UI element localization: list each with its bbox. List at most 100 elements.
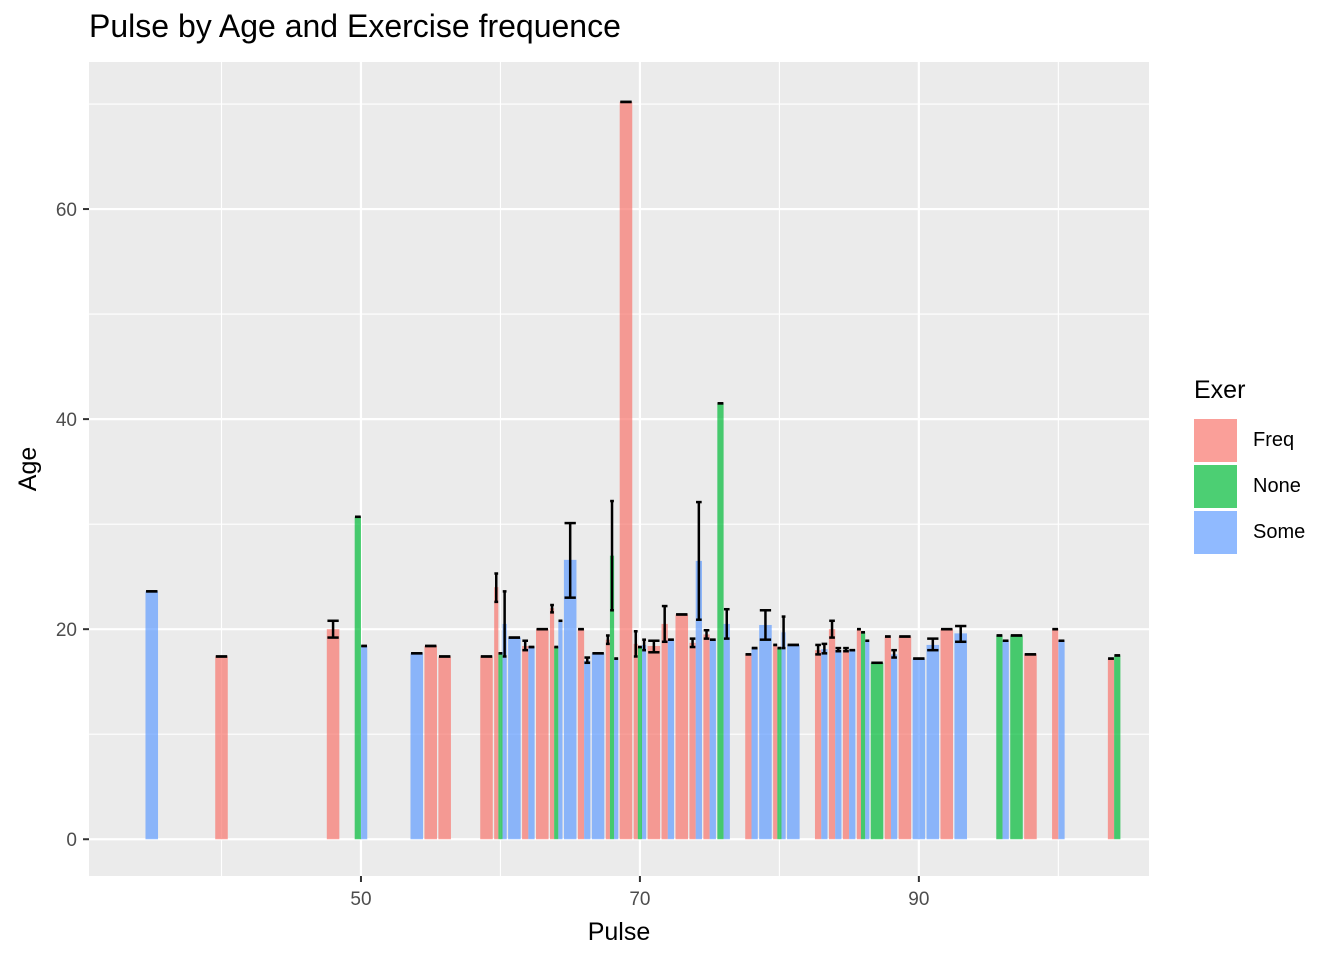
bar-none-50 <box>354 516 361 840</box>
errorbar-some-80 <box>781 615 786 650</box>
y-tick-label: 20 <box>56 620 77 641</box>
bar-freq-100 <box>1052 629 1059 840</box>
legend-key-freq <box>1194 418 1237 462</box>
bar-none-64 <box>554 647 559 840</box>
bar-some-100 <box>1058 640 1065 840</box>
bar-some-64 <box>558 620 563 840</box>
bar-some-50 <box>360 645 368 840</box>
y-axis-title: Age <box>14 447 42 491</box>
bar-freq-48 <box>326 629 340 840</box>
x-tick-label: 70 <box>629 889 650 910</box>
bar-freq-74 <box>689 642 696 840</box>
legend-label: Some <box>1253 520 1306 543</box>
errorbar-freq-84 <box>829 619 835 639</box>
bar-some-60 <box>502 623 507 840</box>
bar-freq-64 <box>549 608 555 840</box>
bar-freq-72 <box>661 623 668 840</box>
errorbar-freq-83 <box>815 643 821 656</box>
bar-freq-69 <box>619 101 633 840</box>
bar-some-79 <box>759 624 772 840</box>
bar-some-76 <box>723 623 730 840</box>
bar-some-65 <box>563 559 577 840</box>
bar-some-75 <box>709 639 716 840</box>
errorbar-freq-60 <box>494 572 499 604</box>
legend-item-some: Some <box>1194 509 1305 555</box>
bar-freq-80 <box>773 644 778 840</box>
bar-none-97 <box>1010 635 1023 840</box>
errorbar-some-93 <box>955 624 967 644</box>
bar-some-35 <box>145 591 159 840</box>
bar-some-96 <box>1002 640 1009 840</box>
bar-some-66 <box>584 660 591 840</box>
bar-none-70 <box>637 647 643 840</box>
chart-title: Pulse by Age and Exercise frequence <box>89 8 621 44</box>
bar-none-68 <box>609 555 615 840</box>
bar-freq-68 <box>605 639 610 840</box>
bar-some-83 <box>821 649 828 840</box>
bar-freq-85 <box>842 650 850 840</box>
errorbar-freq-70 <box>633 630 638 658</box>
errorbar-freq-85 <box>843 646 849 653</box>
y-tick-label: 60 <box>56 200 77 221</box>
axes: 50 70 90 0 20 40 60 <box>56 200 930 910</box>
legend-key-some <box>1194 510 1237 554</box>
bar-freq-89 <box>898 636 912 840</box>
minor-gridlines <box>89 62 1149 876</box>
bar-some-88 <box>890 654 898 840</box>
bar-freq-70 <box>633 643 638 840</box>
bar-freq-66 <box>577 629 585 840</box>
errorbar-some-60 <box>502 590 507 658</box>
bar-some-70 <box>642 644 647 840</box>
bar-freq-83 <box>814 650 822 840</box>
bar-some-91 <box>926 644 940 840</box>
bar-some-68 <box>614 658 619 840</box>
errorbar-some-84 <box>835 646 842 653</box>
bar-freq-86 <box>856 629 861 840</box>
errorbar-freq-64 <box>550 603 554 614</box>
bar-some-78 <box>751 648 758 840</box>
bar-none-87 <box>870 662 884 840</box>
y-tick-label: 40 <box>56 410 77 431</box>
bar-some-74 <box>695 560 702 840</box>
bar-freq-56 <box>438 656 451 840</box>
errorbar-some-70 <box>642 638 646 652</box>
legend-key-none <box>1194 464 1237 508</box>
bar-freq-73 <box>675 614 689 840</box>
bar-freq-59 <box>480 656 493 840</box>
bar-freq-55 <box>424 645 437 840</box>
errorbar-none-68 <box>610 499 614 612</box>
bar-some-84 <box>835 650 842 840</box>
bar-freq-40 <box>215 656 228 840</box>
bar-none-80 <box>777 648 782 840</box>
bar-none-60 <box>498 653 503 840</box>
legend-label: Freq <box>1253 428 1295 451</box>
bar-some-54 <box>410 653 424 840</box>
errorbar-freq-74 <box>689 637 696 649</box>
bar-freq-84 <box>828 629 836 840</box>
legend-item-none: None <box>1194 463 1305 509</box>
bar-some-90 <box>912 658 926 840</box>
legend-title: Exer <box>1194 376 1246 404</box>
errorbar-some-76 <box>723 607 730 640</box>
errorbar-some-83 <box>821 642 828 655</box>
plot-panel <box>89 62 1149 876</box>
bar-freq-63 <box>536 629 549 840</box>
legend-items: Freq None Some <box>1194 417 1305 555</box>
x-tick-label: 90 <box>908 889 929 910</box>
errorbar-some-91 <box>927 637 939 652</box>
bar-freq-60 <box>494 587 499 840</box>
bar-freq-75 <box>703 634 710 840</box>
errorbar-some-65 <box>564 521 576 599</box>
bar-freq-104 <box>1107 658 1115 840</box>
bar-some-61 <box>508 637 521 840</box>
bar-some-67 <box>591 653 605 840</box>
legend-item-freq: Freq <box>1194 417 1305 463</box>
x-axis-title: Pulse <box>588 918 651 946</box>
errorbar-freq-68 <box>605 634 610 646</box>
y-tick-label: 0 <box>66 830 77 851</box>
errorbar-freq-71 <box>648 639 660 654</box>
errorbar-some-79 <box>759 609 772 641</box>
bar-marks <box>145 101 1121 840</box>
legend-label: None <box>1253 474 1301 497</box>
